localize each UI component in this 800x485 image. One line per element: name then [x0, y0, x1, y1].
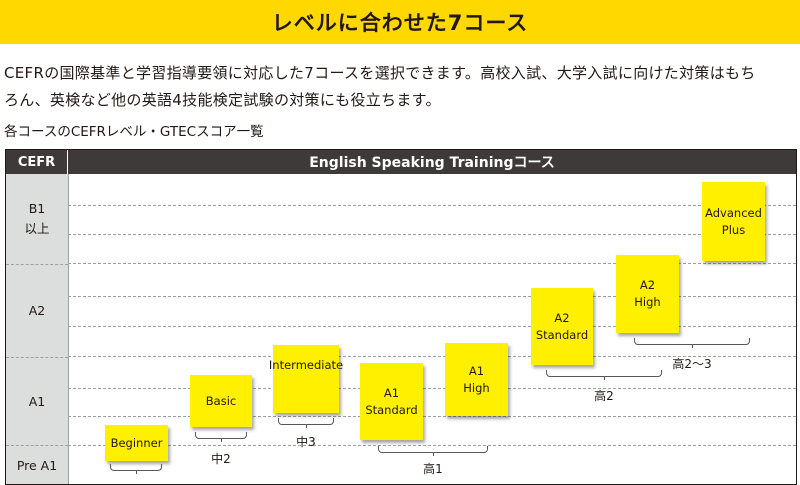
course-label: Intermediate: [268, 358, 344, 372]
level-b1-plus: B1 以上: [6, 174, 68, 264]
course-label: A1: [468, 363, 485, 378]
grade-brace: [278, 418, 334, 428]
level-a1: A1: [6, 357, 68, 445]
description-line-1: CEFRの国際基準と学習指導要領に対応した7コースを選択できます。高校入試、大学…: [4, 64, 756, 82]
grid-line: [68, 388, 796, 389]
grade-brace: [110, 464, 162, 474]
grade-label: 高2～3: [672, 357, 712, 371]
grade-label: 中2: [211, 452, 231, 466]
course-label: Basic: [205, 393, 237, 408]
grid-line: [68, 234, 796, 235]
level-label: A2: [28, 303, 46, 318]
level-label-sub: 以上: [24, 221, 50, 236]
page-title: レベルに合わせた7コース: [271, 11, 529, 35]
course-header: English Speaking Trainingコース: [68, 150, 796, 174]
course-label-sub: High: [634, 295, 661, 309]
course-intermediate: Intermediate: [269, 345, 343, 413]
cefr-level-column: B1 以上 A2 A1 Pre A1: [6, 174, 69, 484]
course-level-table: CEFR English Speaking Trainingコース B1 以上 …: [5, 149, 797, 485]
grid-line: [68, 356, 796, 357]
grade-label: 中3: [296, 435, 316, 449]
course-label-sub: High: [463, 380, 490, 395]
level-a2: A2: [6, 264, 68, 357]
grade-brace: [195, 432, 247, 442]
grid-line: [68, 205, 796, 206]
course-advanced-plus: Advanced Plus: [702, 182, 765, 261]
grid-line: [68, 263, 796, 264]
course-label-sub: Plus: [721, 222, 746, 237]
level-pre-a1: Pre A1: [6, 445, 68, 484]
cefr-header: CEFR: [6, 150, 68, 174]
course-label: A1: [383, 385, 400, 400]
grade-brace: [546, 370, 662, 380]
grid-line: [68, 416, 796, 417]
course-label-sub: Standard: [365, 402, 418, 417]
course-basic: Basic: [190, 375, 252, 427]
title-banner: レベルに合わせた7コース: [0, 0, 800, 44]
course-a1-high: A1 High: [445, 343, 508, 416]
level-label: A1: [28, 393, 46, 409]
course-label: A2: [639, 278, 656, 292]
grid-line: [68, 326, 796, 327]
grade-brace: [378, 446, 488, 456]
grade-label: 高2: [594, 389, 614, 403]
level-label: B1: [28, 201, 46, 216]
course-label: Advanced: [705, 205, 762, 220]
course-a2-standard: A2 Standard: [531, 288, 593, 365]
table-caption: 各コースのCEFRレベル・GTECスコア一覧: [4, 124, 264, 140]
grade-label: 高1: [423, 462, 443, 476]
course-beginner: Beginner: [105, 425, 168, 461]
course-a1-standard: A1 Standard: [360, 363, 423, 440]
grid-line: [68, 296, 796, 297]
grade-brace: [634, 338, 750, 348]
course-label: A2: [554, 310, 570, 325]
description: CEFRの国際基準と学習指導要領に対応した7コースを選択できます。高校入試、大学…: [4, 60, 800, 114]
course-label: Beginner: [110, 435, 163, 450]
course-label-sub: Standard: [535, 327, 589, 342]
level-label: Pre A1: [16, 458, 58, 473]
description-line-2: ろん、英検など他の英語4技能検定試験の対策にも役立ちます。: [4, 91, 441, 109]
grid-line: [68, 445, 796, 446]
course-a2-high: A2 High: [616, 255, 679, 333]
